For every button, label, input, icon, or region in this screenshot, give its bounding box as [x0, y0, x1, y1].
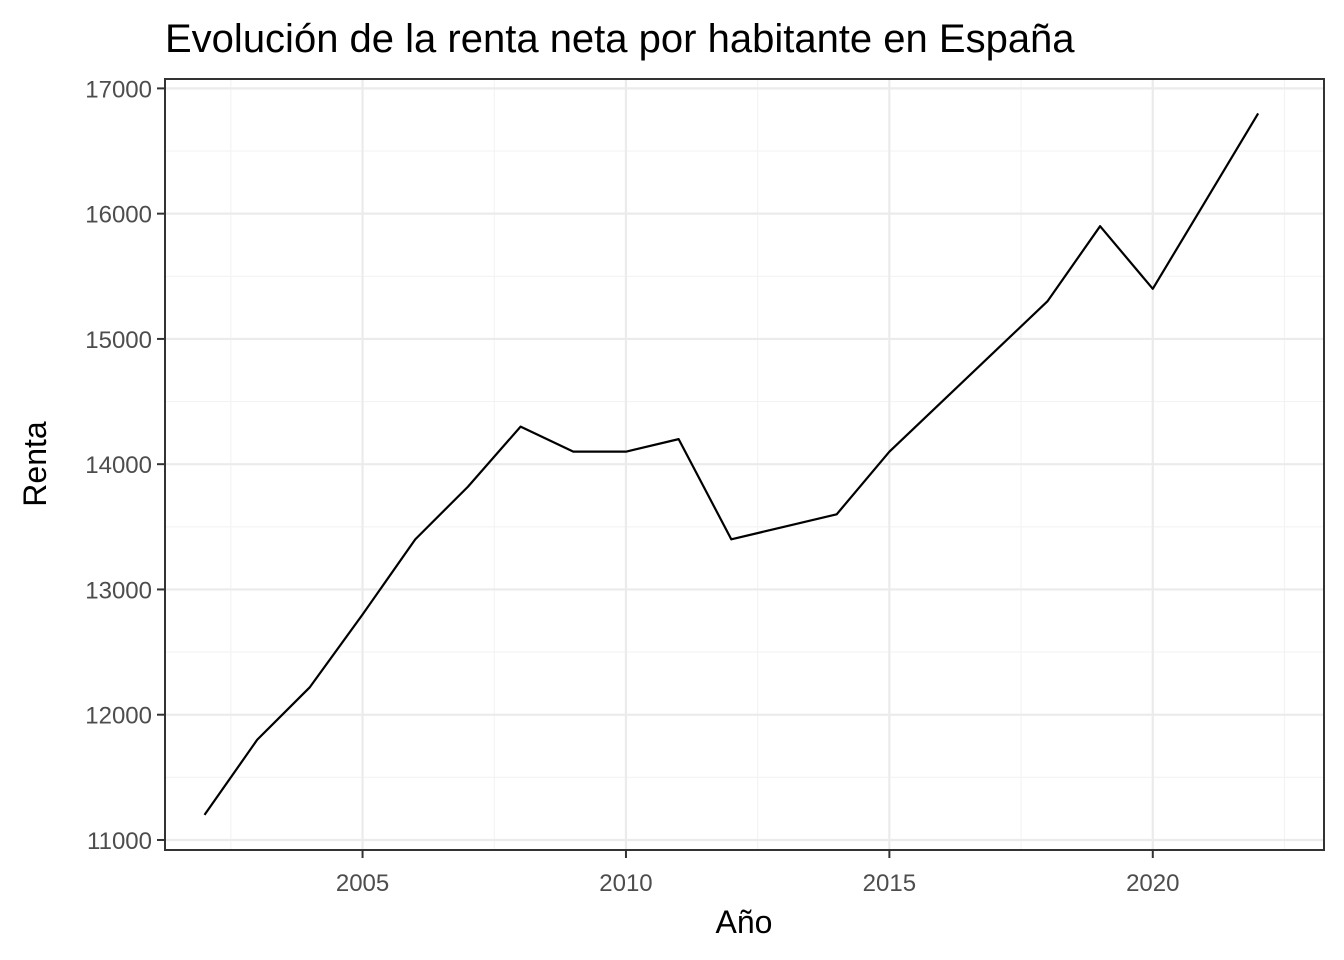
- series-line: [203, 112, 1260, 816]
- y-tick-label: 12000: [85, 703, 152, 730]
- y-tick-label: 14000: [85, 452, 152, 479]
- grid-lines: [165, 79, 1324, 850]
- y-tick-label: 13000: [85, 577, 152, 604]
- x-tick-label: 2020: [1126, 870, 1179, 897]
- x-axis-title: Año: [716, 904, 773, 940]
- x-tick-label: 2005: [336, 870, 389, 897]
- series-layer: [203, 112, 1260, 816]
- y-axis-title: Renta: [17, 421, 53, 507]
- chart-title: Evolución de la renta neta por habitante…: [165, 17, 1075, 61]
- x-tick-label: 2010: [599, 870, 652, 897]
- y-tick-label: 17000: [85, 76, 152, 103]
- x-tick-label: 2015: [863, 870, 916, 897]
- y-tick-label: 15000: [85, 327, 152, 354]
- axes: 2005 2010 2015 2020 11000 12000 13000 14000 1500…: [85, 76, 1179, 897]
- y-tick-label: 11000: [87, 828, 152, 855]
- y-tick-label: 16000: [85, 202, 152, 229]
